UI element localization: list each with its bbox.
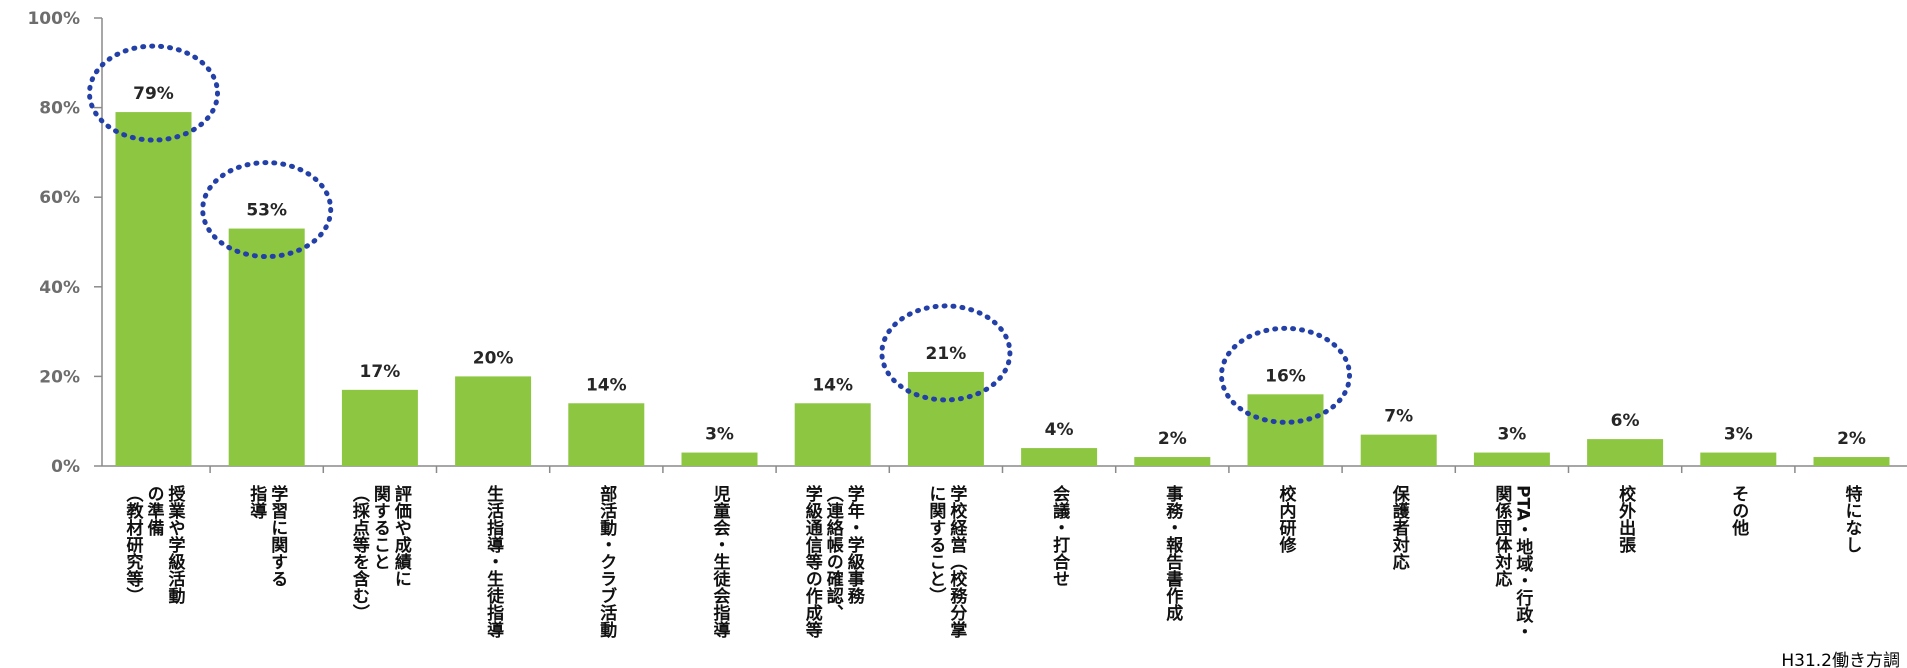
data-label: 2% [1837, 429, 1866, 449]
category-label: 保護者対応 [1389, 484, 1411, 571]
category-label-line: 授業や学級活動 [165, 484, 186, 605]
bar [228, 228, 305, 466]
bar [568, 403, 645, 466]
y-tick-label: 60% [39, 188, 80, 208]
category-label: 特になし [1842, 484, 1863, 553]
data-label: 14% [812, 375, 853, 395]
category-label: 部活動・クラブ活動 [596, 484, 617, 639]
data-label: 21% [926, 344, 967, 364]
data-label: 3% [1497, 425, 1526, 445]
y-tick-label: 20% [39, 367, 80, 387]
category-label-line: （連絡帳の確認、 [823, 485, 844, 621]
category-label: 生活指導・生徒指導 [483, 484, 505, 639]
y-tick-label: 100% [27, 9, 80, 29]
category-label-line: 関すること [370, 485, 390, 570]
highlight-circles [87, 43, 1352, 425]
y-tick-label: 0% [51, 457, 80, 477]
highlight-circle [1219, 325, 1352, 425]
category-label: 校内研修 [1276, 484, 1298, 554]
category-label-line: 学年・学級事務 [844, 484, 865, 605]
bar [341, 389, 418, 466]
data-label: 20% [473, 348, 514, 368]
category-label-line: 評価や成績に [391, 484, 413, 587]
category-label-line: PTA・地域・行政・ [1512, 485, 1534, 640]
bar [1247, 394, 1324, 466]
chart-bars [115, 112, 1890, 466]
category-label-line: 会議・打合せ [1049, 484, 1070, 587]
data-label: 3% [1724, 425, 1753, 445]
data-labels: 79% 53% 17% 20% 14% 3% 14% 21% 4% 2% 16% 7% 3% 6% 3% 2% [133, 84, 1866, 449]
category-label-line: その他 [1728, 485, 1750, 536]
data-label: 4% [1045, 420, 1074, 440]
category-label-line: （採点等を含む） [349, 485, 370, 621]
highlight-circle [87, 43, 220, 143]
category-label-line: 児童会・生徒会指導 [710, 485, 732, 639]
category-label-line: 校内研修 [1276, 484, 1298, 554]
bar [115, 112, 192, 466]
category-label-line: 特になし [1842, 484, 1863, 553]
bar [1134, 457, 1211, 466]
category-label: 児童会・生徒会指導 [710, 485, 732, 639]
data-label: 2% [1158, 429, 1187, 449]
category-label: その他 [1728, 485, 1750, 536]
data-label: 79% [133, 84, 174, 104]
category-label-line: の準備 [144, 485, 165, 537]
category-label: 校外出張 [1615, 484, 1636, 554]
category-label: PTA・地域・行政・関係団体対応 [1491, 485, 1534, 640]
data-label: 7% [1384, 407, 1413, 427]
source-note: H31.2働き方調 [1781, 651, 1900, 668]
category-label-line: 学習に関する [267, 484, 288, 587]
bar [1813, 457, 1890, 466]
category-label-line: 校外出張 [1615, 484, 1636, 554]
y-tick-label: 40% [39, 278, 80, 298]
category-label: 会議・打合せ [1049, 484, 1070, 587]
category-label-line: 指導 [246, 484, 267, 520]
bar [1700, 452, 1777, 466]
highlight-circle [200, 160, 334, 260]
category-label: 事務・報告書作成 [1162, 485, 1183, 622]
data-label: 6% [1611, 411, 1640, 431]
data-label: 14% [586, 375, 627, 395]
bar [1587, 439, 1664, 466]
category-label-line: 生活指導・生徒指導 [483, 484, 505, 639]
bar [1473, 452, 1550, 466]
category-label-line: 事務・報告書作成 [1162, 485, 1183, 622]
bar [907, 371, 984, 466]
y-tick-label: 80% [39, 99, 80, 119]
category-label-line: 関係団体対応 [1491, 485, 1513, 588]
category-label-line: に関すること） [925, 485, 946, 604]
bar [681, 452, 758, 466]
bar [455, 376, 532, 466]
category-label-line: 学校経営（校務分掌 [946, 484, 967, 639]
bar [1360, 434, 1437, 466]
category-label-line: （教材研究等） [123, 485, 145, 604]
category-label: 学年・学級事務（連絡帳の確認、学級通信等の作成等 [802, 484, 865, 639]
bar [794, 403, 871, 466]
data-label: 3% [705, 425, 734, 445]
y-axis-ticks: 0% 20% 40% 60% 80% 100% [27, 9, 102, 477]
category-label-line: 学級通信等の作成等 [802, 484, 823, 639]
category-label-line: 保護者対応 [1389, 484, 1411, 571]
data-label: 17% [360, 362, 401, 382]
bar [1021, 448, 1098, 466]
data-label: 16% [1265, 366, 1306, 386]
data-label: 53% [246, 201, 287, 221]
highlight-circle [879, 303, 1013, 403]
category-label-line: 部活動・クラブ活動 [596, 484, 617, 639]
